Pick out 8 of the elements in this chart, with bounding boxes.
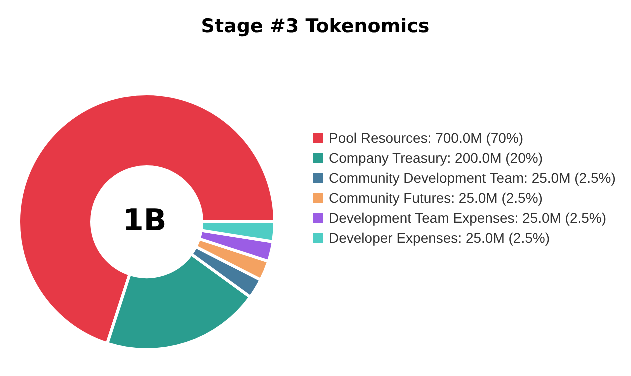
chart-title: Stage #3 Tokenomics bbox=[201, 16, 430, 38]
legend-label: Community Development Team: 25.0M (2.5%) bbox=[329, 170, 616, 186]
text: 1B bbox=[123, 204, 167, 238]
legend-label: Pool Resources: 700.0M (70%) bbox=[329, 130, 524, 146]
legend-label: Developer Expenses: 25.0M (2.5%) bbox=[329, 230, 550, 246]
legend-label: Development Team Expenses: 25.0M (2.5%) bbox=[329, 210, 607, 226]
legend-label: Company Treasury: 200.0M (20%) bbox=[329, 150, 543, 166]
legend-label: Community Futures: 25.0M (2.5%) bbox=[329, 190, 543, 206]
